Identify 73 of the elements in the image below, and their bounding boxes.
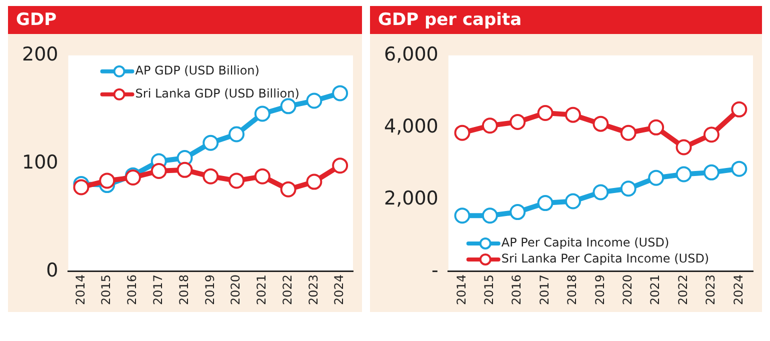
- point: [648, 170, 664, 186]
- x-tick-label: 2020: [228, 274, 243, 306]
- x-tick-label: 2023: [306, 274, 320, 306]
- legend-label: AP GDP (USD Billion): [135, 64, 260, 78]
- point: [454, 208, 470, 224]
- x-tick-label: 2016: [510, 274, 524, 306]
- x-tick-label: 2019: [592, 274, 607, 306]
- point: [620, 124, 636, 141]
- x-tick-label: 2016: [125, 274, 140, 306]
- point: [703, 126, 720, 143]
- y-tick-label: 6,000: [384, 43, 438, 66]
- point: [565, 106, 582, 123]
- point: [454, 124, 470, 141]
- x-tick-label: 2024: [332, 274, 346, 306]
- point: [228, 172, 245, 189]
- point: [228, 126, 245, 142]
- point: [537, 195, 554, 212]
- point: [254, 106, 270, 122]
- x-tick-label: 2018: [176, 274, 191, 306]
- point: [150, 162, 167, 179]
- point: [676, 139, 692, 156]
- point: [254, 168, 270, 184]
- x-tick-label: 2018: [565, 274, 580, 306]
- x-tick-label: 2021: [254, 274, 269, 306]
- point: [731, 101, 748, 118]
- x-tick-label: 2021: [648, 274, 662, 306]
- point: [280, 181, 296, 198]
- point: [202, 168, 219, 184]
- point: [176, 162, 193, 178]
- point: [592, 184, 609, 200]
- point: [648, 119, 664, 136]
- y-tick-label: 4,000: [384, 115, 438, 138]
- point: [482, 118, 498, 134]
- x-tick-label: 2019: [202, 274, 217, 306]
- point: [565, 193, 582, 210]
- y-tick-label: 0: [46, 259, 58, 282]
- point: [280, 98, 296, 114]
- point: [510, 114, 526, 130]
- legend-label: Sri Lanka GDP (USD Billion): [135, 86, 300, 101]
- x-tick-label: 2014: [454, 274, 468, 306]
- point: [332, 85, 348, 102]
- x-tick-label: 2017: [537, 274, 552, 306]
- point: [592, 116, 609, 132]
- x-tick-label: 2022: [676, 274, 690, 306]
- point: [73, 179, 90, 196]
- point: [703, 164, 720, 180]
- x-tick-label: 2014: [73, 274, 88, 306]
- legend-label: Sri Lanka Per Capita Income (USD): [501, 252, 710, 266]
- x-tick-label: 2024: [731, 274, 746, 306]
- legend-label: AP Per Capita Income (USD): [501, 236, 670, 250]
- point: [306, 92, 322, 109]
- x-tick-label: 2023: [704, 274, 718, 306]
- point: [537, 105, 554, 122]
- point: [510, 204, 526, 220]
- x-tick-label: 2022: [280, 274, 294, 306]
- chart-title: GDP per capita: [370, 6, 762, 34]
- point: [482, 208, 498, 224]
- y-tick-label: -: [432, 259, 438, 282]
- point: [202, 134, 219, 151]
- y-tick-label: 200: [22, 43, 58, 66]
- point: [99, 172, 116, 189]
- y-tick-label: 2,000: [384, 187, 438, 210]
- x-tick-label: 2015: [99, 274, 114, 306]
- chart-title: GDP: [8, 6, 362, 34]
- x-tick-label: 2015: [482, 274, 496, 306]
- x-tick-label: 2020: [620, 274, 635, 306]
- point: [332, 158, 348, 174]
- y-tick-label: 100: [22, 151, 58, 174]
- point: [620, 180, 636, 197]
- point: [731, 160, 748, 177]
- point: [676, 166, 692, 182]
- x-tick-label: 2017: [150, 274, 165, 306]
- point: [306, 174, 322, 190]
